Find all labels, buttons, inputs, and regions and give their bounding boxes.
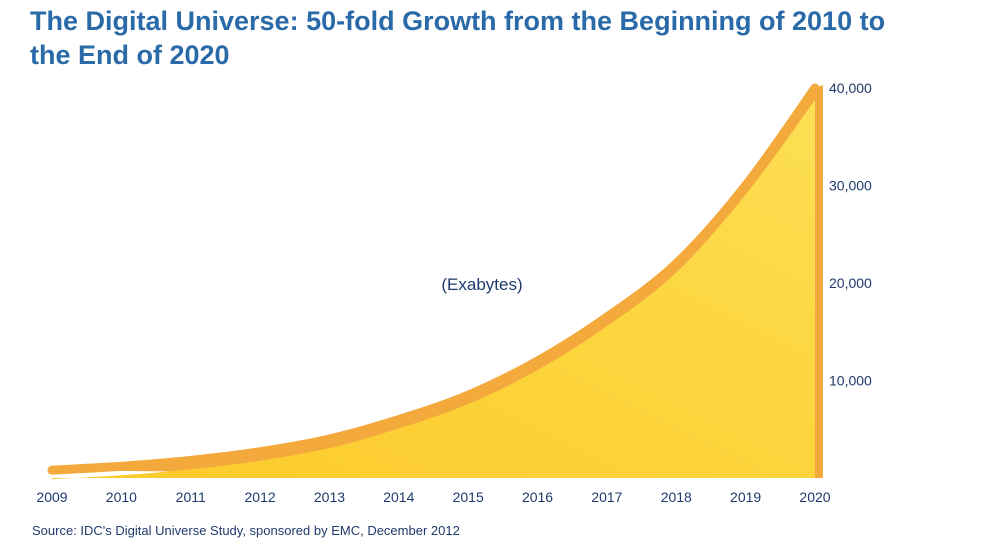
x-tick-label: 2014 xyxy=(383,489,414,505)
y-tick-label: 10,000 xyxy=(829,373,872,389)
chart-title: The Digital Universe: 50-fold Growth fro… xyxy=(30,6,886,70)
y-tick-label: 30,000 xyxy=(829,178,872,194)
data-point xyxy=(674,262,678,265)
x-tick-label: 2020 xyxy=(799,489,830,505)
area-series xyxy=(52,100,815,480)
x-tick-label: 2015 xyxy=(453,489,484,505)
data-point xyxy=(327,437,331,441)
data-point xyxy=(189,458,193,462)
x-tick-label: 2013 xyxy=(314,489,345,505)
data-point xyxy=(50,468,54,472)
x-tick-label: 2016 xyxy=(522,489,553,505)
data-point xyxy=(119,464,123,468)
data-point xyxy=(744,184,748,187)
x-tick-label: 2012 xyxy=(245,489,276,505)
data-point xyxy=(605,315,609,319)
data-point xyxy=(536,359,540,363)
x-tick-label: 2018 xyxy=(661,489,692,505)
y-tick-label: 40,000 xyxy=(829,80,872,96)
x-tick-label: 2011 xyxy=(176,489,206,505)
x-tick-label: 2017 xyxy=(591,489,622,505)
source-note: Source: IDC's Digital Universe Study, sp… xyxy=(32,523,460,538)
data-point xyxy=(466,393,470,397)
x-tick-label: 2019 xyxy=(730,489,761,505)
data-point xyxy=(258,450,262,454)
unit-annotation: (Exabytes) xyxy=(441,275,522,294)
x-tick-label: 2009 xyxy=(36,489,67,505)
data-point xyxy=(397,418,401,421)
y-tick-label: 20,000 xyxy=(829,275,872,291)
x-tick-label: 2010 xyxy=(106,489,137,505)
data-point xyxy=(813,86,817,90)
